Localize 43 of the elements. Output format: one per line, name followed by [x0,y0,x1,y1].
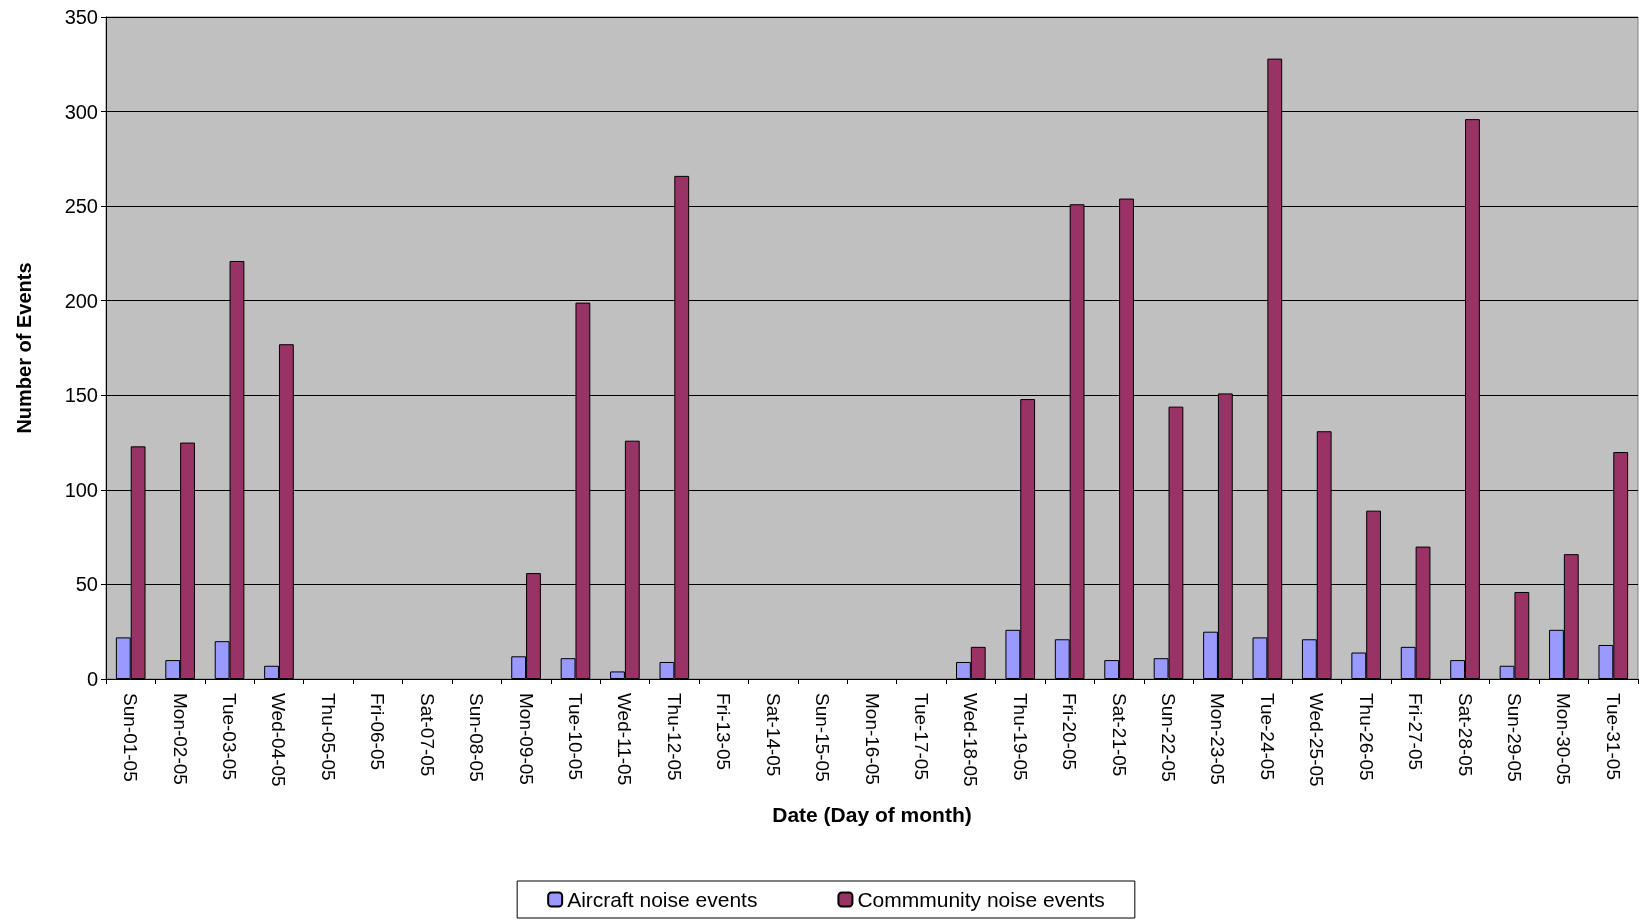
x-tick-label: Wed-25-05 [1306,693,1328,787]
x-tick-label: Thu-12-05 [663,693,685,781]
legend-label: Commmunity noise events [857,888,1105,911]
x-tick-label: Tue-31-05 [1602,693,1624,780]
x-tick-label: Mon-30-05 [1553,693,1575,785]
x-tick-label: Sun-29-05 [1503,693,1525,782]
x-tick-label: Fri-06-05 [367,693,389,771]
x-tick-label: Mon-09-05 [515,693,537,785]
x-tick-label: Mon-23-05 [1207,693,1229,785]
x-tick-label: Tue-24-05 [1256,693,1278,780]
x-tick-label: Sat-28-05 [1454,693,1476,777]
x-tick-label: Wed-18-05 [960,693,982,787]
x-tick-label: Sun-22-05 [1158,693,1180,782]
x-tick-label: Fri-20-05 [1059,693,1081,771]
y-tick-label: 50 [75,573,98,596]
x-tick-label: Sat-14-05 [762,693,784,777]
y-tick-label: 250 [64,195,98,218]
x-tick-label: Fri-27-05 [1405,693,1427,771]
x-tick-label: Tue-03-05 [219,693,241,780]
x-tick-label: Wed-04-05 [268,693,290,787]
y-tick-label: 0 [86,668,98,690]
x-tick-label: Thu-19-05 [1009,693,1031,781]
y-tick-label: 150 [64,384,98,407]
y-tick-label: 350 [64,6,98,28]
x-tick-label: Thu-26-05 [1355,693,1377,781]
x-tick-label: Fri-13-05 [713,693,735,771]
x-tick-label: Mon-16-05 [861,693,883,785]
x-tick-label: Sun-01-05 [120,693,142,782]
x-tick-label: Sat-21-05 [1108,693,1130,777]
x-tick-label: Sat-07-05 [416,693,438,777]
x-tick-label: Sun-08-05 [466,693,488,782]
x-tick-label: Sun-15-05 [812,693,834,782]
x-tick-label: Wed-11-05 [614,693,636,786]
x-tick-label: Thu-05-05 [317,693,339,781]
y-tick-label: 100 [64,478,98,501]
x-tick-label: Tue-17-05 [910,693,932,780]
x-tick-label: Tue-10-05 [564,693,586,780]
y-tick-label: 200 [64,289,98,312]
legend-label: Aircraft noise events [567,888,758,911]
x-axis-title: Date (Day of month) [772,803,972,826]
y-axis-title: Number of Events [13,262,35,434]
y-tick-label: 300 [64,100,98,123]
x-tick-label: Mon-02-05 [169,693,191,785]
